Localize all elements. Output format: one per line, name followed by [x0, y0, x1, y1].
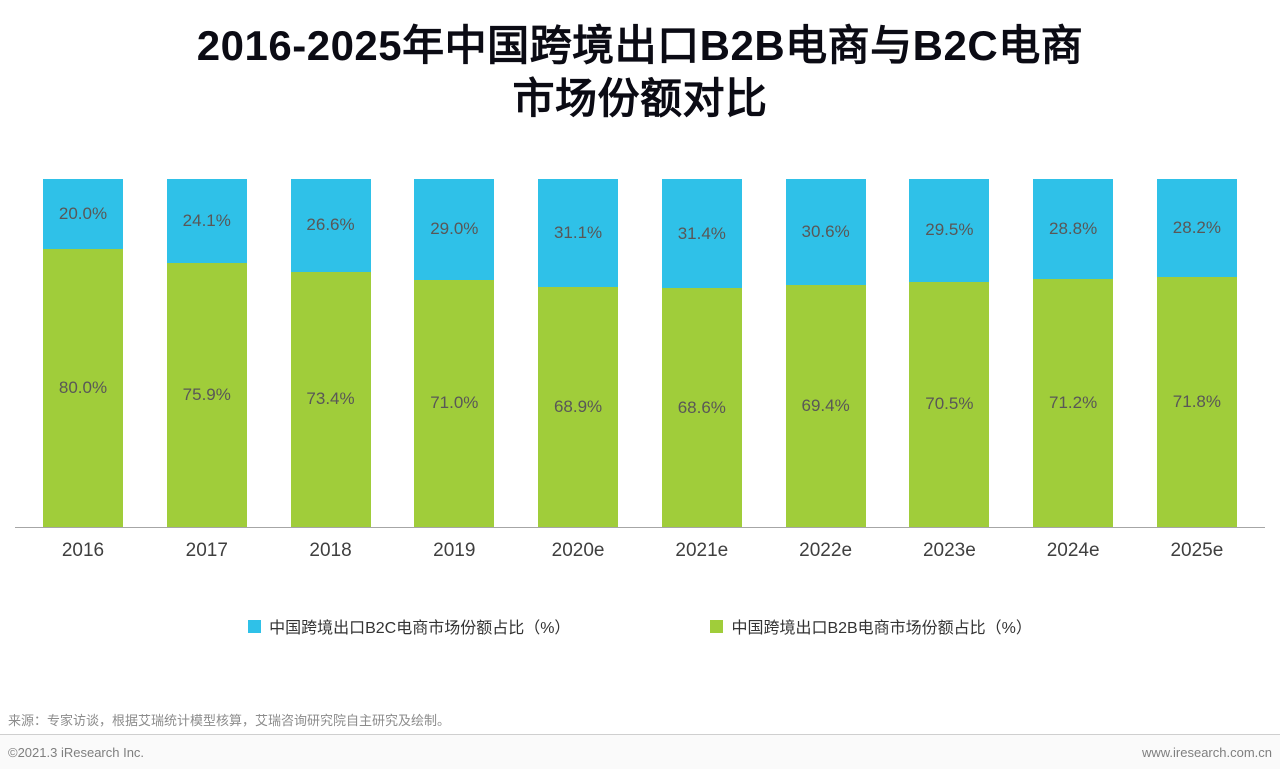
bar-segment-b2c: 31.1%: [538, 179, 619, 288]
x-axis-label-2016: 2016: [61, 540, 105, 561]
bar-segment-b2b: 71.2%: [1033, 279, 1114, 527]
x-axis-label-2024e: 2024e: [1046, 540, 1100, 561]
legend-label-b2c: 中国跨境出口B2C电商市场份额占比（%）: [269, 620, 571, 637]
segment-value-label: 20.0%: [58, 203, 108, 223]
x-axis-label-2025e: 2025e: [1170, 540, 1224, 561]
stacked-bar-chart: 20.0% 80.0% 24.1% 75.9% 26.6% 73.4% 29.0% 71.0%…: [15, 179, 1265, 574]
legend: 中国跨境出口B2C电商市场份额占比（%） 中国跨境出口B2B电商市场份额占比（%…: [0, 614, 1280, 638]
website-link[interactable]: www.iresearch.com.cn: [1141, 744, 1272, 760]
bar-2025e: 28.2% 71.8%: [1156, 179, 1237, 527]
bar-segment-b2c: 29.0%: [414, 179, 495, 280]
segment-value-label: 68.6%: [677, 397, 726, 417]
legend-swatch-b2c-icon: [248, 619, 262, 633]
x-axis-label-2020e: 2020e: [551, 540, 605, 561]
bar-segment-b2b: 71.8%: [1156, 277, 1237, 527]
bar-segment-b2b: 69.4%: [785, 285, 866, 527]
segment-value-label: 73.4%: [306, 389, 355, 409]
bar-2016: 20.0% 80.0%: [43, 179, 123, 527]
bar-segment-b2b: 70.5%: [909, 281, 990, 527]
x-axis-label-2022e: 2022e: [799, 540, 853, 561]
chart-title-line2: 市场份额对比: [512, 74, 768, 122]
legend-label-b2b: 中国跨境出口B2B电商市场份额占比（%）: [731, 620, 1032, 637]
footer-bar: ©2021.3 iResearch Inc. www.iresearch.com…: [0, 734, 1280, 769]
segment-value-label: 71.2%: [1049, 393, 1098, 413]
bar-2017: 24.1% 75.9%: [166, 179, 247, 527]
segment-value-label: 80.0%: [58, 377, 108, 397]
bar-segment-b2c: 24.1%: [166, 179, 247, 263]
segment-value-label: 30.6%: [801, 222, 850, 242]
segment-value-label: 28.2%: [1172, 218, 1221, 238]
segment-value-label: 71.8%: [1172, 392, 1221, 412]
x-axis-label-2017: 2017: [185, 540, 228, 561]
segment-value-label: 75.9%: [182, 384, 231, 404]
bar-2019: 29.0% 71.0%: [414, 179, 495, 527]
legend-item-b2b: 中国跨境出口B2B电商市场份额占比（%）: [710, 614, 1032, 638]
segment-value-label: 31.1%: [553, 223, 603, 243]
chart-title-line1: 2016-2025年中国跨境出口B2B电商与B2C电商: [196, 22, 1084, 69]
copyright-text: ©2021.3 iResearch Inc.: [8, 744, 145, 760]
segment-value-label: 68.9%: [553, 397, 603, 417]
bar-segment-b2b: 68.9%: [538, 287, 619, 527]
bar-segment-b2c: 20.0%: [43, 179, 123, 249]
plot-area: 20.0% 80.0% 24.1% 75.9% 26.6% 73.4% 29.0% 71.0%…: [15, 179, 1265, 528]
bar-segment-b2b: 75.9%: [166, 262, 247, 527]
bar-2022e: 30.6% 69.4%: [785, 179, 866, 527]
segment-value-label: 69.4%: [801, 396, 850, 416]
bar-segment-b2b: 71.0%: [414, 279, 495, 527]
bar-segment-b2b: 73.4%: [290, 271, 371, 527]
bar-segment-b2b: 80.0%: [43, 248, 123, 527]
bar-2023e: 29.5% 70.5%: [909, 179, 990, 527]
x-axis-label-2021e: 2021e: [675, 540, 729, 561]
bar-segment-b2c: 29.5%: [909, 179, 990, 282]
segment-value-label: 29.5%: [925, 220, 974, 240]
bar-segment-b2c: 28.8%: [1033, 179, 1114, 280]
x-axis-label-2023e: 2023e: [922, 540, 976, 561]
segment-value-label: 28.8%: [1049, 219, 1098, 239]
chart-title: 2016-2025年中国跨境出口B2B电商与B2C电商 市场份额对比: [0, 0, 1280, 125]
segment-value-label: 31.4%: [677, 223, 726, 243]
bar-segment-b2c: 28.2%: [1156, 179, 1237, 278]
segment-value-label: 70.5%: [925, 394, 974, 414]
segment-value-label: 24.1%: [182, 210, 231, 230]
legend-item-b2c: 中国跨境出口B2C电商市场份额占比（%）: [248, 614, 570, 638]
segment-value-label: 29.0%: [430, 219, 479, 239]
bar-segment-b2c: 31.4%: [661, 179, 742, 289]
bar-2024e: 28.8% 71.2%: [1033, 179, 1114, 527]
x-axis-labels: 2016 2017 2018 2019 2020e 2021e 2022e 2023e 2024…: [15, 528, 1265, 574]
bar-2018: 26.6% 73.4%: [290, 179, 371, 527]
bar-2020e: 31.1% 68.9%: [538, 179, 619, 527]
source-note: 来源：专家访谈，根据艾瑞统计模型核算，艾瑞咨询研究院自主研究及绘制。: [8, 713, 451, 728]
bar-segment-b2c: 30.6%: [785, 179, 866, 286]
bar-2021e: 31.4% 68.6%: [661, 179, 742, 527]
bar-segment-b2c: 26.6%: [290, 179, 371, 272]
legend-swatch-b2b-icon: [710, 619, 724, 633]
segment-value-label: 71.0%: [430, 393, 479, 413]
segment-value-label: 26.6%: [306, 215, 355, 235]
bar-segment-b2b: 68.6%: [661, 288, 742, 527]
x-axis-label-2018: 2018: [309, 540, 352, 561]
x-axis-label-2019: 2019: [433, 540, 476, 561]
